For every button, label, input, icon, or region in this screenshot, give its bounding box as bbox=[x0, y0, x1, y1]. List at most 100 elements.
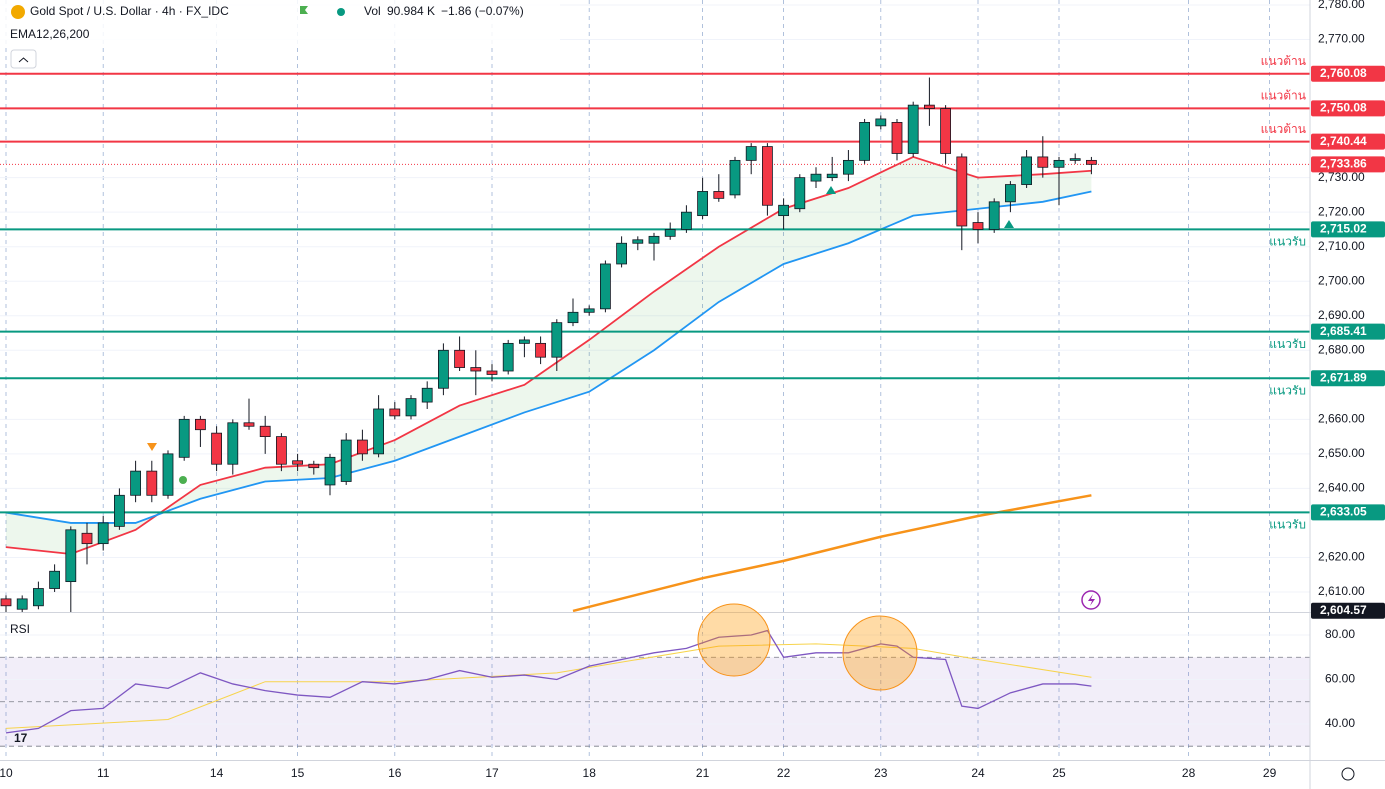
last-price-label: 2,733.86 bbox=[1320, 156, 1367, 170]
candle-body bbox=[292, 460, 304, 465]
rsi-label: RSI bbox=[10, 622, 30, 636]
candle-body bbox=[340, 439, 352, 482]
candle-body bbox=[907, 104, 919, 154]
candle-body bbox=[810, 173, 822, 182]
candle-body bbox=[1069, 158, 1081, 161]
x-tick-label: 11 bbox=[97, 766, 110, 780]
signal-marker bbox=[826, 186, 836, 194]
candle-body bbox=[972, 222, 984, 230]
axis-marker-label: 2,604.57 bbox=[1320, 603, 1367, 617]
price-change: −1.86 (−0.07%) bbox=[441, 4, 524, 18]
y-tick-label: 2,770.00 bbox=[1318, 32, 1365, 46]
candle-body bbox=[778, 204, 789, 217]
level-price-box bbox=[1311, 100, 1385, 117]
candle-body bbox=[373, 408, 385, 455]
level-price-label: 2,750.08 bbox=[1320, 100, 1367, 114]
candle-body bbox=[616, 242, 627, 265]
level-price-label: 2,760.08 bbox=[1320, 66, 1367, 80]
level-note: แนวรับ bbox=[1269, 518, 1306, 532]
status-dot bbox=[337, 8, 345, 16]
y-tick-label: 2,780.00 bbox=[1318, 0, 1365, 11]
candle-body bbox=[535, 342, 546, 358]
candle-body bbox=[486, 370, 498, 375]
x-tick-label: 18 bbox=[583, 766, 597, 780]
axis-marker-box bbox=[1311, 602, 1385, 619]
level-price-box bbox=[1311, 65, 1385, 82]
y-tick-label: 2,680.00 bbox=[1318, 342, 1365, 356]
symbol-title[interactable]: Gold Spot / U.S. Dollar · 4h · FX_IDC bbox=[30, 4, 229, 18]
level-note: แนวรับ bbox=[1269, 337, 1306, 351]
candle-body bbox=[875, 118, 887, 127]
x-tick-label: 21 bbox=[696, 766, 710, 780]
x-tick-label: 10 bbox=[0, 766, 13, 780]
candle-body bbox=[421, 387, 433, 403]
tv-logo[interactable]: 17 bbox=[14, 731, 28, 745]
candle-body bbox=[259, 425, 271, 438]
signal-marker bbox=[179, 476, 187, 484]
candle-body bbox=[405, 398, 417, 417]
y-tick-label: 2,620.00 bbox=[1318, 550, 1365, 564]
candle-body bbox=[227, 422, 239, 465]
candle-body bbox=[519, 339, 530, 344]
collapse-button[interactable] bbox=[10, 49, 37, 69]
y-tick-label: 2,650.00 bbox=[1318, 446, 1365, 460]
flag-icon[interactable] bbox=[300, 6, 308, 14]
level-note: แนวต้าน bbox=[1261, 54, 1306, 68]
rsi-ma-line bbox=[5, 643, 1092, 729]
y-tick-label: 2,720.00 bbox=[1318, 204, 1365, 218]
candle-body bbox=[502, 342, 514, 372]
candle-body bbox=[194, 418, 206, 431]
candle-body bbox=[1053, 159, 1065, 168]
x-tick-label: 16 bbox=[388, 766, 402, 780]
candle-body bbox=[600, 263, 611, 310]
candle-body bbox=[924, 104, 935, 109]
legend-bg bbox=[0, 0, 560, 46]
candle-body bbox=[324, 456, 336, 486]
level-price-label: 2,715.02 bbox=[1320, 222, 1367, 236]
candle-body bbox=[664, 229, 676, 237]
indicator-label[interactable]: EMA12,26,200 bbox=[10, 27, 90, 41]
collapse-icon bbox=[18, 57, 29, 63]
level-note: แนวรับ bbox=[1269, 235, 1306, 249]
candle-body bbox=[762, 146, 773, 206]
volume-label: Vol bbox=[364, 4, 381, 18]
candle-body bbox=[0, 598, 12, 607]
signal-marker bbox=[1004, 220, 1014, 228]
y-tick-label: 2,700.00 bbox=[1318, 273, 1365, 287]
candle-body bbox=[713, 191, 725, 199]
y-tick-label: 2,640.00 bbox=[1318, 481, 1365, 495]
candle-body bbox=[891, 122, 903, 154]
symbol-icon bbox=[11, 5, 25, 19]
highlight-circle bbox=[842, 615, 918, 691]
alert-icon[interactable] bbox=[1081, 590, 1101, 610]
level-price-label: 2,671.89 bbox=[1320, 370, 1367, 384]
candle-body bbox=[16, 598, 28, 610]
settings-icon[interactable] bbox=[1341, 767, 1355, 781]
ema-line bbox=[5, 190, 1092, 524]
candle-body bbox=[826, 173, 838, 179]
x-tick-label: 22 bbox=[777, 766, 791, 780]
candle-body bbox=[130, 470, 142, 496]
rsi-tick-label: 40.00 bbox=[1325, 716, 1355, 730]
y-tick-label: 2,690.00 bbox=[1318, 308, 1365, 322]
level-price-label: 2,633.05 bbox=[1320, 505, 1367, 519]
candle-body bbox=[745, 146, 757, 161]
level-price-box bbox=[1311, 504, 1385, 521]
x-tick-label: 25 bbox=[1052, 766, 1066, 780]
last-price-box bbox=[1311, 156, 1385, 173]
y-tick-label: 2,710.00 bbox=[1318, 239, 1365, 253]
candle-body bbox=[632, 239, 644, 244]
x-tick-label: 14 bbox=[210, 766, 224, 780]
level-price-box bbox=[1311, 323, 1385, 340]
candle-body bbox=[437, 349, 449, 389]
y-tick-label: 2,730.00 bbox=[1318, 170, 1365, 184]
candle-body bbox=[65, 529, 77, 583]
level-price-label: 2,685.41 bbox=[1320, 324, 1367, 338]
candle-body bbox=[470, 367, 482, 372]
candle-body bbox=[356, 439, 368, 455]
candle-body bbox=[648, 235, 660, 244]
rsi-tick-label: 80.00 bbox=[1325, 627, 1355, 641]
signal-marker bbox=[147, 443, 157, 451]
candle-body bbox=[97, 522, 109, 545]
